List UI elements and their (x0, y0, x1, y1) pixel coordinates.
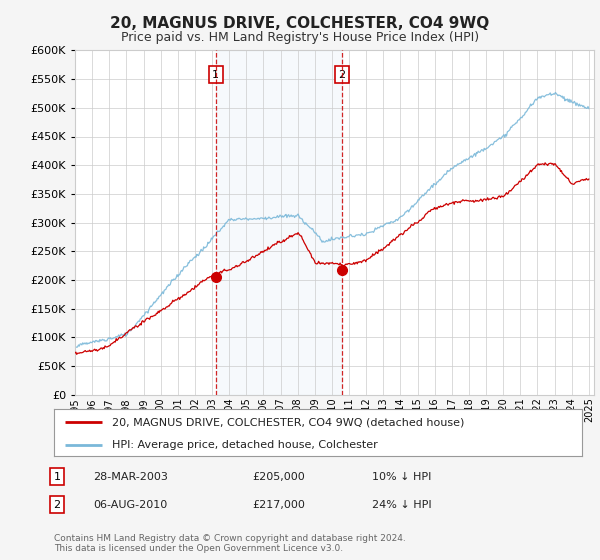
Text: 28-MAR-2003: 28-MAR-2003 (93, 472, 168, 482)
Text: 2: 2 (53, 500, 61, 510)
Bar (216, 50, 342, 395)
Text: 20, MAGNUS DRIVE, COLCHESTER, CO4 9WQ (detached house): 20, MAGNUS DRIVE, COLCHESTER, CO4 9WQ (d… (112, 417, 464, 427)
Text: 2: 2 (338, 69, 346, 80)
Text: 1: 1 (53, 472, 61, 482)
Text: 06-AUG-2010: 06-AUG-2010 (93, 500, 167, 510)
Text: Price paid vs. HM Land Registry's House Price Index (HPI): Price paid vs. HM Land Registry's House … (121, 31, 479, 44)
Text: 24% ↓ HPI: 24% ↓ HPI (372, 500, 431, 510)
Text: 10% ↓ HPI: 10% ↓ HPI (372, 472, 431, 482)
Text: Contains HM Land Registry data © Crown copyright and database right 2024.
This d: Contains HM Land Registry data © Crown c… (54, 534, 406, 553)
Text: HPI: Average price, detached house, Colchester: HPI: Average price, detached house, Colc… (112, 440, 378, 450)
Text: 1: 1 (212, 69, 219, 80)
Text: £217,000: £217,000 (252, 500, 305, 510)
Text: £205,000: £205,000 (252, 472, 305, 482)
Text: 20, MAGNUS DRIVE, COLCHESTER, CO4 9WQ: 20, MAGNUS DRIVE, COLCHESTER, CO4 9WQ (110, 16, 490, 31)
